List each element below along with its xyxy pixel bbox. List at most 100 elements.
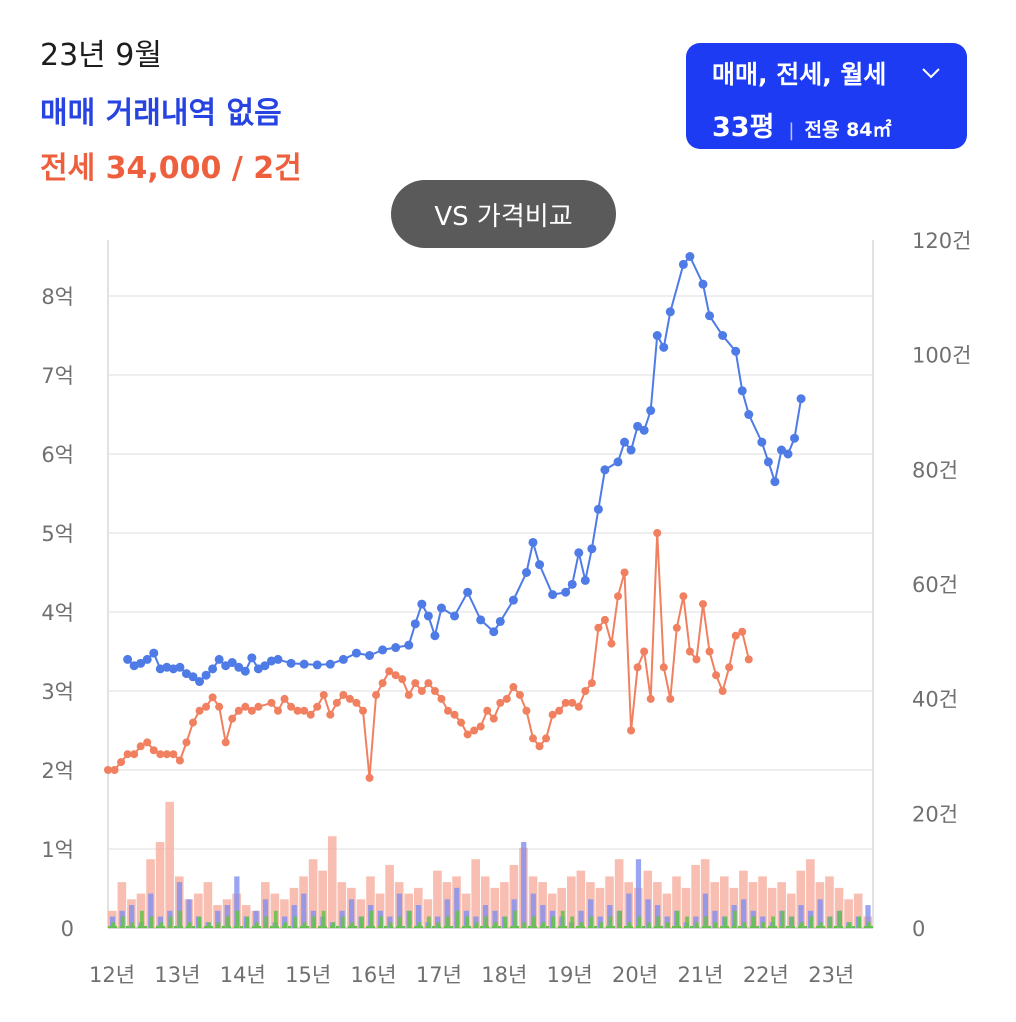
jeonse-price-point [332, 698, 341, 707]
monthly-volume-bar [838, 910, 842, 928]
sale-volume-bar [215, 910, 221, 928]
sale-price-point [149, 648, 159, 658]
monthly-volume-bar [235, 910, 240, 928]
sale-volume-bar [262, 899, 269, 928]
jeonse-price-point [712, 671, 721, 680]
sale-price-point [528, 537, 538, 547]
monthly-volume-bar [245, 916, 250, 928]
monthly-volume-bar [771, 916, 775, 928]
monthly-volume-bar [522, 922, 527, 928]
x-tick-label: 18년 [481, 963, 527, 987]
jeonse-price-point [345, 694, 354, 703]
sale-price-point [744, 410, 754, 419]
jeonse-price-point [254, 702, 263, 711]
monthly-volume-bar [446, 916, 450, 928]
jeonse-volume-bar [777, 882, 786, 928]
jeonse-price-point [672, 623, 681, 632]
sale-price-point [600, 465, 610, 475]
monthly-volume-bar [493, 922, 498, 928]
jeonse-price-point [548, 710, 557, 719]
jeonse-volume-bar [710, 882, 720, 928]
sale-price-point [678, 259, 688, 269]
x-tick-label: 22년 [743, 963, 789, 987]
jeonse-volume-bar [423, 899, 433, 928]
jeonse-volume-bar [605, 876, 614, 928]
jeonse-volume-bar [567, 876, 576, 928]
jeonse-price-point [614, 592, 622, 601]
monthly-volume-bar [149, 916, 154, 928]
monthly-volume-bar [675, 910, 680, 928]
jeonse-price-point [359, 706, 367, 715]
jeonse-volume-bar [490, 887, 500, 928]
jeonse-price-point [470, 726, 479, 735]
axis-ticks: 0 1억 2억 3억 4억 5억 6억 7억 8억 0 20건 40건 60건 80건 100건 120건 12… [41, 229, 971, 987]
jeonse-price-point [574, 702, 583, 711]
jeonse-price-point [502, 694, 511, 703]
jeonse-price-point [417, 687, 426, 695]
monthly-volume-bar [331, 922, 336, 928]
sale-price-point [770, 477, 780, 487]
jeonse-price-point [699, 600, 707, 609]
jeonse-volume-bar [471, 859, 480, 928]
jeonse-volume-bar [280, 899, 289, 928]
monthly-volume-bar [407, 910, 412, 928]
deal-type-filter-button[interactable]: 매매, 전세, 월세 33평 | 전용 84㎡ [686, 43, 967, 149]
jeonse-price-point [208, 693, 217, 702]
jeonse-price-point [234, 706, 243, 715]
sale-price-point [351, 648, 361, 658]
jeonse-price-point [306, 710, 315, 719]
jeonse-price-line [108, 532, 750, 778]
monthly-volume-bar [532, 916, 536, 928]
sale-volume-bar [530, 893, 536, 928]
jeonse-volume-bar [834, 887, 844, 928]
monthly-volume-bar [206, 922, 211, 928]
monthly-volume-bar [264, 916, 269, 928]
sale-price-point [652, 331, 662, 340]
sale-volume-bar [635, 859, 642, 928]
jeonse-price-point [202, 702, 211, 711]
monthly-volume-bar [379, 916, 383, 928]
sale-price-point [646, 406, 656, 416]
jeonse-price-point [594, 623, 603, 632]
jeonse-volume-bar [614, 859, 624, 928]
monthly-volume-bar [226, 916, 230, 928]
jeonse-price-point [607, 639, 616, 648]
x-tick-label: 16년 [351, 963, 397, 987]
sale-price-point [378, 645, 388, 655]
monthly-volume-bar [847, 922, 852, 928]
jeonse-price-point [738, 627, 747, 636]
sale-price-point [567, 579, 577, 589]
sale-price-point [312, 660, 322, 670]
monthly-volume-bar [732, 910, 737, 928]
jeonse-price-point [463, 730, 472, 739]
jeonse-price-point [535, 742, 544, 751]
monthly-volume-bar [637, 916, 642, 928]
monthly-volume-bar [254, 922, 259, 928]
sale-price-point [410, 619, 420, 629]
monthly-volume-bar [780, 910, 785, 928]
monthly-volume-bar [178, 910, 183, 928]
sale-price-point [737, 386, 747, 396]
x-tick-label: 20년 [612, 963, 658, 987]
monthly-volume-bar [704, 916, 709, 928]
jeonse-price-point [123, 750, 132, 759]
sale-price-point [240, 666, 250, 676]
jeonse-price-point [404, 690, 413, 699]
jeonse-price-point [620, 568, 629, 577]
jeonse-price-point [411, 679, 420, 688]
sale-volume-bar [798, 905, 804, 928]
jeonse-volume-bar [557, 887, 567, 928]
monthly-volume-bar [197, 916, 202, 928]
sale-price-point [286, 658, 296, 668]
jeonse-price-point [130, 750, 139, 759]
y-right-tick-label: 80건 [912, 458, 958, 482]
jeonse-volume-bar [844, 899, 853, 928]
jeonse-price-point [489, 714, 498, 723]
jeonse-price-point [149, 746, 158, 755]
vs-price-compare-button[interactable]: VS 가격비교 [391, 180, 616, 248]
jeonse-volume-bar [806, 859, 815, 928]
jeonse-price-point [319, 690, 328, 699]
y-left-tick-label: 0 [61, 917, 74, 941]
sale-price-point [763, 457, 773, 467]
sale-price-point [260, 661, 270, 671]
